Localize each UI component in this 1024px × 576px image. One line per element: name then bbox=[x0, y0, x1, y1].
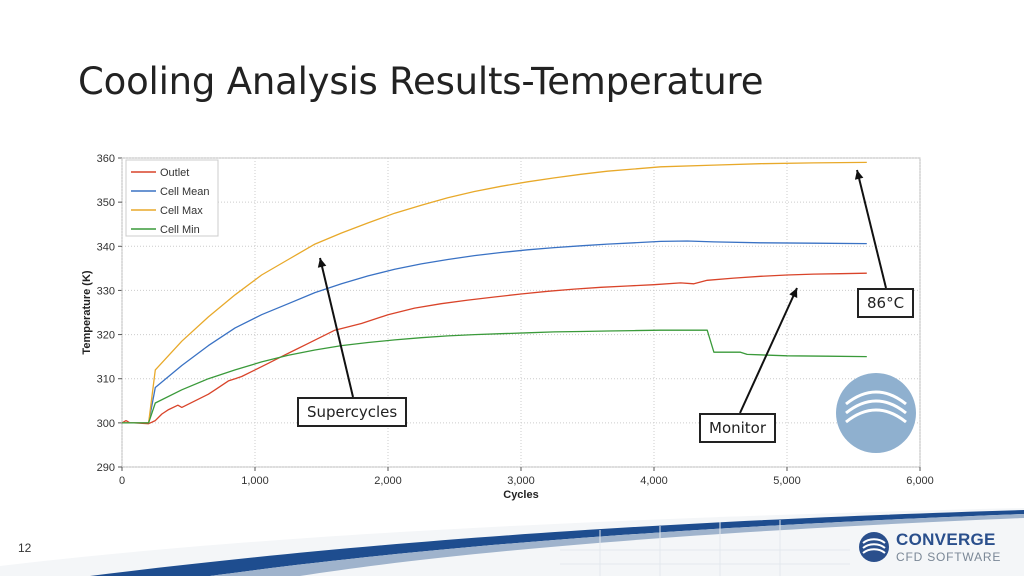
y-tick-label: 330 bbox=[97, 285, 115, 297]
converge-watermark-icon bbox=[836, 373, 916, 453]
slide-title: Cooling Analysis Results-Temperature bbox=[78, 60, 764, 103]
legend-label: Outlet bbox=[160, 167, 189, 179]
y-tick-label: 290 bbox=[97, 462, 115, 474]
converge-wave-icon bbox=[859, 532, 889, 562]
x-tick-label: 2,000 bbox=[374, 475, 402, 487]
y-tick-label: 360 bbox=[97, 153, 115, 165]
x-tick-label: 6,000 bbox=[906, 475, 934, 487]
converge-logo: CONVERGE CFD SOFTWARE bbox=[858, 528, 1008, 568]
watermark-wave bbox=[845, 399, 907, 415]
x-tick-label: 3,000 bbox=[507, 475, 535, 487]
x-tick-label: 5,000 bbox=[773, 475, 801, 487]
x-tick-label: 4,000 bbox=[640, 475, 668, 487]
legend-label: Cell Mean bbox=[160, 186, 210, 198]
series-line-cell-min bbox=[122, 329, 867, 424]
series-line-outlet bbox=[121, 272, 867, 425]
legend-label: Cell Max bbox=[160, 205, 203, 217]
page-number: 12 bbox=[18, 541, 32, 555]
legend-label: Cell Min bbox=[160, 224, 200, 236]
logo-subtitle: CFD SOFTWARE bbox=[896, 550, 1002, 564]
x-tick-label: 0 bbox=[119, 475, 125, 487]
x-tick-label: 1,000 bbox=[241, 475, 269, 487]
supercycles-arrow-head bbox=[317, 258, 327, 268]
supercycles-callout: Supercycles bbox=[297, 397, 408, 427]
monitor-callout: Monitor bbox=[699, 413, 777, 443]
footer-wave-graphic bbox=[0, 508, 1024, 576]
y-axis-title: Temperature (K) bbox=[81, 270, 93, 354]
series-line-cell-mean bbox=[122, 240, 867, 424]
max-temp-arrow-head bbox=[854, 170, 864, 180]
max-temp-arrow bbox=[856, 169, 887, 289]
watermark-wave bbox=[845, 408, 907, 424]
x-axis-title: Cycles bbox=[503, 489, 538, 501]
watermark-wave bbox=[845, 390, 907, 406]
max-temp-callout: 86°C bbox=[857, 288, 915, 318]
plot-area bbox=[121, 157, 921, 468]
series-line-cell-max bbox=[122, 161, 867, 424]
y-tick-label: 340 bbox=[97, 241, 115, 253]
monitor-arrow-head bbox=[789, 288, 798, 298]
monitor-arrow bbox=[739, 287, 798, 414]
supercycles-arrow bbox=[319, 257, 354, 398]
y-tick-label: 300 bbox=[97, 418, 115, 430]
y-tick-label: 320 bbox=[97, 330, 115, 342]
logo-wordmark: CONVERGE bbox=[896, 530, 996, 549]
y-tick-label: 350 bbox=[97, 197, 115, 209]
y-tick-label: 310 bbox=[97, 374, 115, 386]
